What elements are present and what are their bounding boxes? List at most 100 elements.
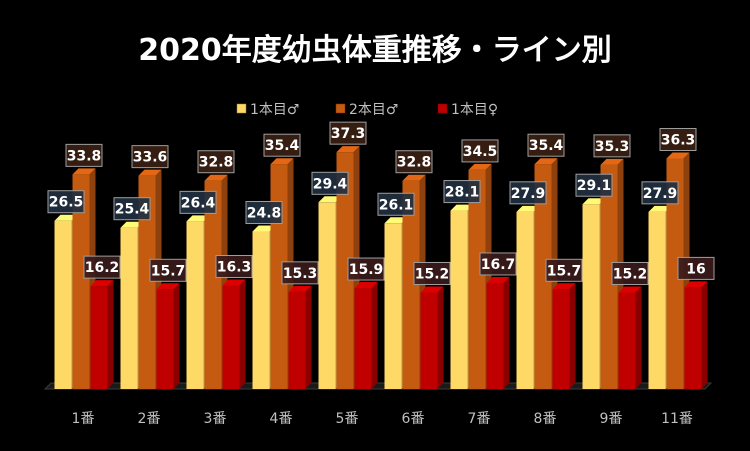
bar bbox=[684, 281, 708, 389]
data-label-box bbox=[311, 171, 349, 195]
data-label-box bbox=[65, 143, 103, 167]
data-label-box bbox=[47, 190, 85, 214]
data-label: 15.7 bbox=[545, 258, 583, 282]
data-label-value: 37.3 bbox=[331, 126, 366, 142]
data-label: 15.2 bbox=[413, 261, 451, 285]
data-label-box bbox=[215, 254, 253, 278]
x-tick-label: 2番 bbox=[138, 411, 161, 427]
bar-front bbox=[318, 202, 336, 389]
data-label: 34.5 bbox=[461, 139, 499, 163]
bar-front bbox=[684, 287, 702, 389]
bar-top bbox=[648, 205, 672, 212]
x-tick-label: 1番 bbox=[72, 411, 95, 427]
bar bbox=[288, 285, 312, 389]
data-label-value: 33.8 bbox=[67, 148, 102, 164]
data-label-box bbox=[413, 261, 451, 285]
data-label-value: 24.8 bbox=[247, 206, 282, 222]
x-axis: 1番 2番 3番 4番 5番 6番 7番 8番 9番 11番 bbox=[72, 411, 693, 427]
data-label-value: 16 bbox=[686, 261, 705, 277]
data-label-value: 26.1 bbox=[379, 197, 414, 213]
bar-front bbox=[552, 289, 570, 389]
data-label-box bbox=[329, 121, 367, 145]
legend-swatch bbox=[437, 103, 448, 114]
data-label: 33.8 bbox=[65, 143, 103, 167]
data-label-box bbox=[395, 150, 433, 174]
bar bbox=[156, 283, 180, 389]
bar-front bbox=[486, 282, 504, 389]
data-label-value: 25.4 bbox=[115, 202, 150, 218]
bar-front bbox=[600, 164, 618, 389]
chart-title: 2020年度幼虫体重推移・ライン別 bbox=[138, 33, 612, 68]
bar-top bbox=[204, 174, 228, 181]
data-label: 15.9 bbox=[347, 257, 385, 281]
bar bbox=[486, 276, 510, 389]
data-label: 29.1 bbox=[575, 173, 613, 197]
data-label-box bbox=[197, 150, 235, 174]
bar-front bbox=[384, 223, 402, 389]
bar-top bbox=[252, 225, 276, 232]
data-label: 33.6 bbox=[131, 145, 169, 169]
bar-side bbox=[305, 285, 312, 389]
data-label-value: 16.3 bbox=[217, 259, 252, 275]
bar-top bbox=[402, 174, 426, 181]
data-label-value: 16.7 bbox=[481, 257, 516, 273]
data-label-box bbox=[263, 133, 301, 157]
bar-top bbox=[384, 217, 408, 224]
data-label-box bbox=[113, 197, 151, 221]
bar-side bbox=[173, 283, 180, 389]
bar-top bbox=[72, 168, 96, 175]
x-tick-label: 9番 bbox=[600, 411, 623, 427]
bar-top bbox=[618, 286, 642, 293]
x-tick-label: 8番 bbox=[534, 411, 557, 427]
data-label-value: 15.2 bbox=[613, 266, 648, 282]
data-label-value: 29.1 bbox=[577, 178, 612, 194]
bar-front bbox=[120, 227, 138, 389]
bar-side bbox=[107, 280, 114, 389]
bar-side bbox=[437, 286, 444, 389]
bar-front bbox=[288, 291, 306, 389]
bar bbox=[618, 286, 642, 389]
x-tick-label: 3番 bbox=[204, 411, 227, 427]
data-label-value: 26.4 bbox=[181, 195, 216, 211]
data-label: 35.4 bbox=[527, 133, 565, 157]
bar-top bbox=[354, 282, 378, 289]
data-label: 35.4 bbox=[263, 133, 301, 157]
data-label-value: 35.3 bbox=[595, 139, 630, 155]
bar-top bbox=[600, 158, 624, 165]
data-label-box bbox=[677, 256, 715, 280]
bar-front bbox=[138, 175, 156, 389]
bar-front bbox=[666, 158, 684, 389]
bar-side bbox=[503, 276, 510, 389]
data-labels-layer: 26.5 33.8 16.2 25.4 33.6 15.7 26.4 32.8 16.3 24.8… bbox=[47, 121, 715, 285]
data-label: 16.7 bbox=[479, 252, 517, 276]
bar-front bbox=[582, 204, 600, 389]
bar-front bbox=[72, 174, 90, 389]
bar bbox=[222, 279, 246, 389]
bar-top bbox=[552, 283, 576, 290]
bar-top bbox=[156, 283, 180, 290]
data-label-value: 32.8 bbox=[199, 155, 234, 171]
data-label-box bbox=[509, 181, 547, 205]
data-label-box bbox=[611, 261, 649, 285]
data-label-box bbox=[131, 145, 169, 169]
bar-top bbox=[222, 279, 246, 286]
bar-front bbox=[336, 152, 354, 389]
data-label-value: 36.3 bbox=[661, 132, 696, 148]
bar-front bbox=[156, 289, 174, 389]
data-label-value: 15.7 bbox=[547, 263, 582, 279]
data-label: 16.3 bbox=[215, 254, 253, 278]
data-label-box bbox=[641, 181, 679, 205]
legend-swatch bbox=[236, 103, 247, 114]
data-label: 26.1 bbox=[377, 192, 415, 216]
bar-top bbox=[186, 215, 210, 222]
bar-front bbox=[516, 211, 534, 389]
legend-label: 1本目♂ bbox=[250, 102, 299, 118]
bar-front bbox=[468, 169, 486, 389]
data-label-box bbox=[281, 261, 319, 285]
bar-front bbox=[618, 292, 636, 389]
data-label-box bbox=[347, 257, 385, 281]
data-label-box bbox=[149, 258, 187, 282]
data-label-box bbox=[545, 258, 583, 282]
data-label: 16 bbox=[677, 256, 715, 280]
